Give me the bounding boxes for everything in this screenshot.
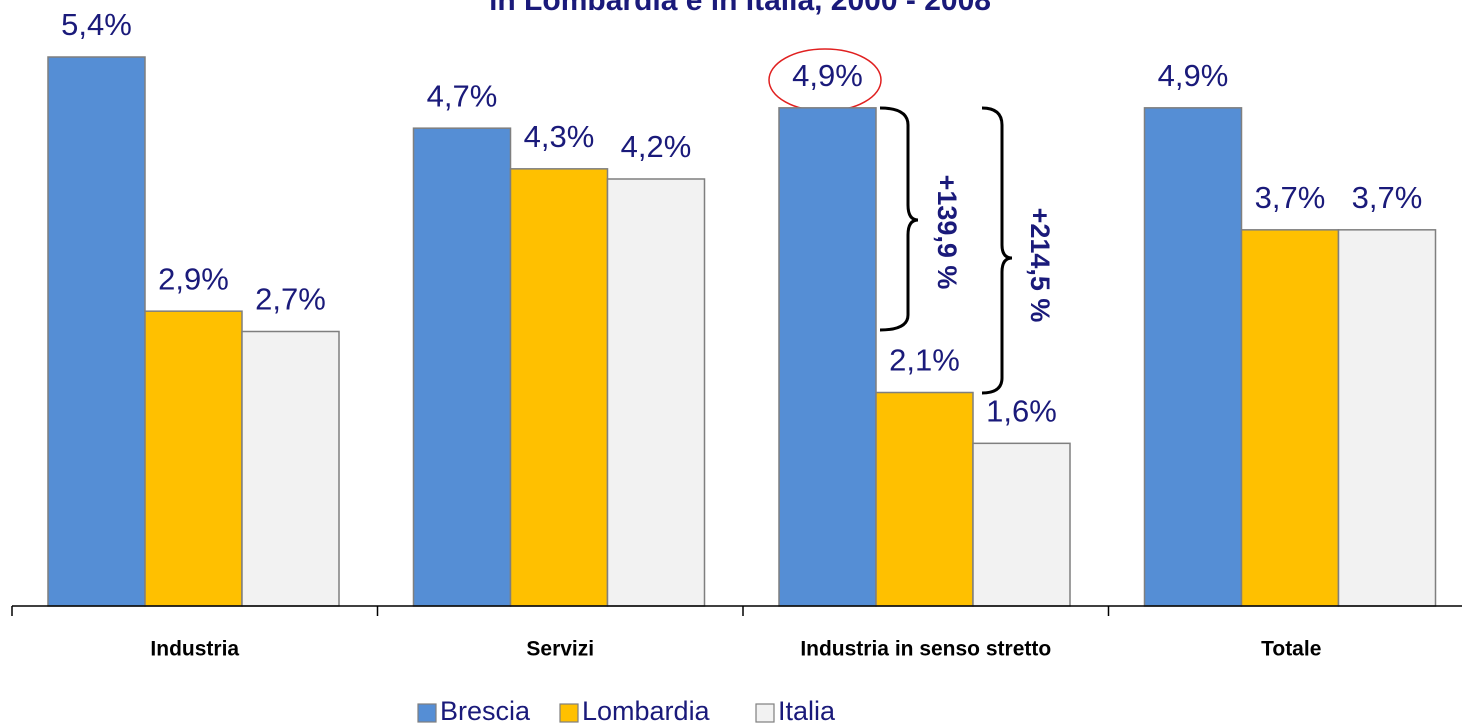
bar bbox=[1143, 107, 1243, 607]
legend-swatch bbox=[559, 703, 579, 723]
bar bbox=[509, 168, 609, 607]
value-label: 1,6% bbox=[986, 394, 1057, 429]
bar bbox=[412, 127, 512, 607]
bar bbox=[875, 391, 974, 607]
bar bbox=[972, 442, 1071, 607]
x-tick-label: Industria bbox=[150, 638, 239, 661]
bar bbox=[241, 330, 340, 607]
legend-swatch bbox=[755, 703, 775, 723]
annotation: +139,9 % bbox=[932, 175, 962, 290]
value-label: 4,3% bbox=[524, 119, 595, 154]
bar bbox=[47, 56, 146, 607]
x-tick-label: Industria in senso stretto bbox=[800, 638, 1051, 661]
annotation: +214,5 % bbox=[1025, 208, 1055, 323]
bar bbox=[144, 310, 243, 607]
legend-label: Italia bbox=[778, 696, 836, 726]
x-tick-label: Servizi bbox=[526, 638, 594, 661]
value-label: 5,4% bbox=[61, 7, 132, 42]
value-label: 4,9% bbox=[1158, 58, 1229, 93]
value-label: 2,1% bbox=[889, 343, 960, 378]
legend-label: Brescia bbox=[440, 696, 531, 726]
x-tick-label: Totale bbox=[1261, 638, 1321, 661]
value-label: 2,9% bbox=[158, 261, 229, 296]
bracket bbox=[981, 106, 1013, 395]
value-label: 3,7% bbox=[1352, 180, 1423, 215]
value-label: 3,7% bbox=[1255, 180, 1326, 215]
legend-swatch bbox=[417, 703, 437, 723]
bracket bbox=[879, 106, 919, 332]
value-label: 4,9% bbox=[792, 58, 863, 93]
bar bbox=[1337, 229, 1437, 607]
value-label: 2,7% bbox=[255, 282, 326, 317]
bar bbox=[778, 107, 877, 607]
legend-label: Lombardia bbox=[582, 696, 711, 726]
bar bbox=[1240, 229, 1340, 607]
value-label: 4,7% bbox=[427, 78, 498, 113]
value-label: 4,2% bbox=[621, 129, 692, 164]
chart-title: in Lombardia e in Italia, 2000 - 2008 bbox=[489, 0, 991, 17]
bar bbox=[606, 178, 706, 607]
